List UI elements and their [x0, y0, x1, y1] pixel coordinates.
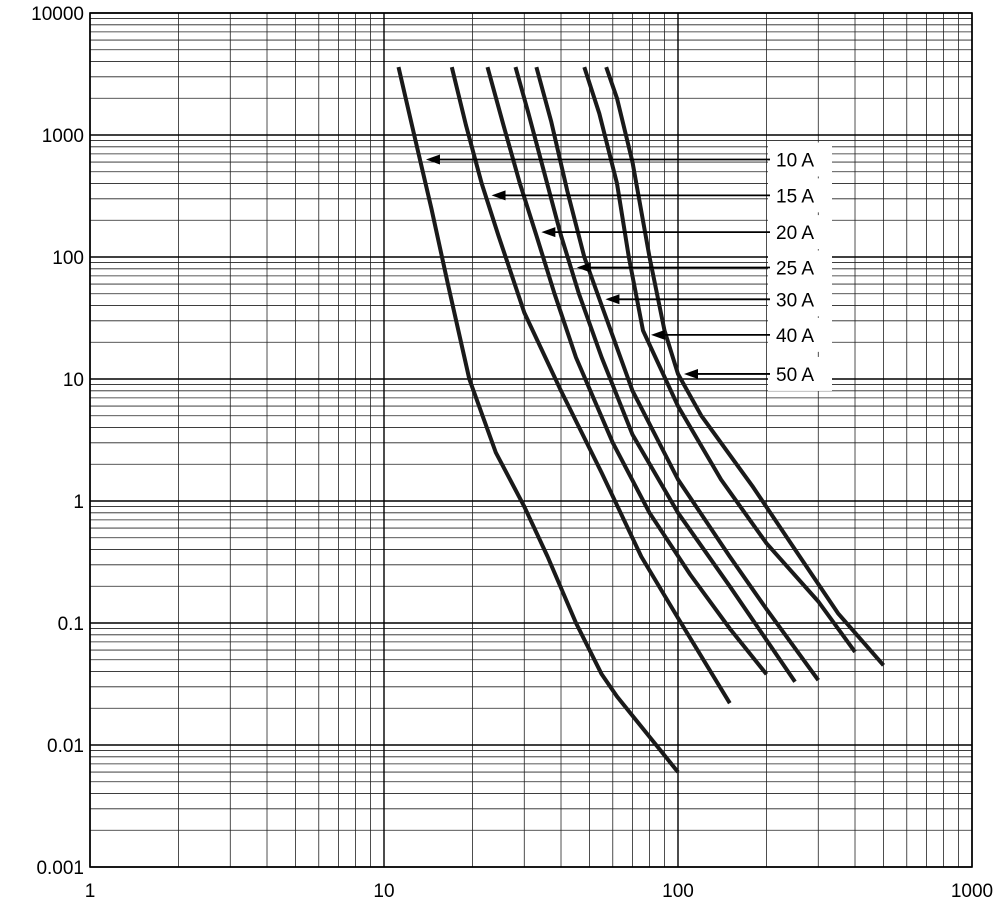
series-label: 10 A [776, 150, 814, 171]
y-tick-labels: 0.001 0.01 0.1 1 10 100 1000 10000 [31, 4, 84, 879]
series-label: 20 A [776, 223, 814, 244]
arrow-head-icon [576, 262, 591, 273]
y-tick-label: 0.01 [47, 736, 84, 757]
series-label: 25 A [776, 259, 814, 280]
arrow-head-icon [491, 190, 506, 201]
series-label-background [768, 282, 832, 317]
grid-minor [90, 13, 972, 867]
series-lines [396, 66, 886, 774]
y-tick-label: 10 [63, 370, 84, 391]
series-line-50a [604, 66, 886, 667]
arrow-head-icon [541, 227, 556, 238]
arrow-head-icon [684, 368, 698, 379]
x-tick-label: 1 [85, 881, 96, 902]
series-line-40a [582, 66, 857, 654]
series-line-15a [449, 66, 732, 705]
y-tick-label: 10000 [31, 4, 84, 25]
label-arrows [425, 154, 770, 379]
y-tick-label: 0.1 [58, 614, 84, 635]
series-line-30a [534, 66, 820, 682]
series-label-background [768, 356, 832, 391]
x-tick-label: 100 [662, 881, 694, 902]
arrow-head-icon [605, 294, 620, 305]
arrow-head-icon [651, 329, 666, 340]
y-tick-label: 0.001 [36, 858, 84, 879]
x-tick-labels: 1 10 100 1000 [85, 881, 993, 902]
series-line-20a [485, 66, 769, 676]
x-tick-label: 1000 [951, 881, 993, 902]
y-tick-label: 1 [73, 492, 84, 513]
series-label-background [768, 142, 832, 177]
series-label: 50 A [776, 365, 814, 386]
series-line-25a [513, 66, 797, 683]
series-label: 40 A [776, 326, 814, 347]
plot-frame [89, 12, 973, 868]
series-labels: 10 A 15 A 20 A 25 A 30 A 40 A 50 A [776, 150, 814, 385]
arrow-head-icon [425, 154, 440, 165]
series-line-10a [396, 66, 680, 774]
y-tick-label: 100 [52, 248, 84, 269]
label-boxes [768, 142, 832, 391]
series-label: 30 A [776, 290, 814, 311]
x-tick-label: 10 [373, 881, 394, 902]
series-label-background [768, 215, 832, 250]
series-label: 15 A [776, 186, 814, 207]
grid-major [89, 12, 973, 868]
series-label-background [768, 250, 832, 285]
series-label-background [768, 317, 832, 352]
series-label-background [768, 178, 832, 213]
y-tick-label: 1000 [42, 126, 84, 147]
